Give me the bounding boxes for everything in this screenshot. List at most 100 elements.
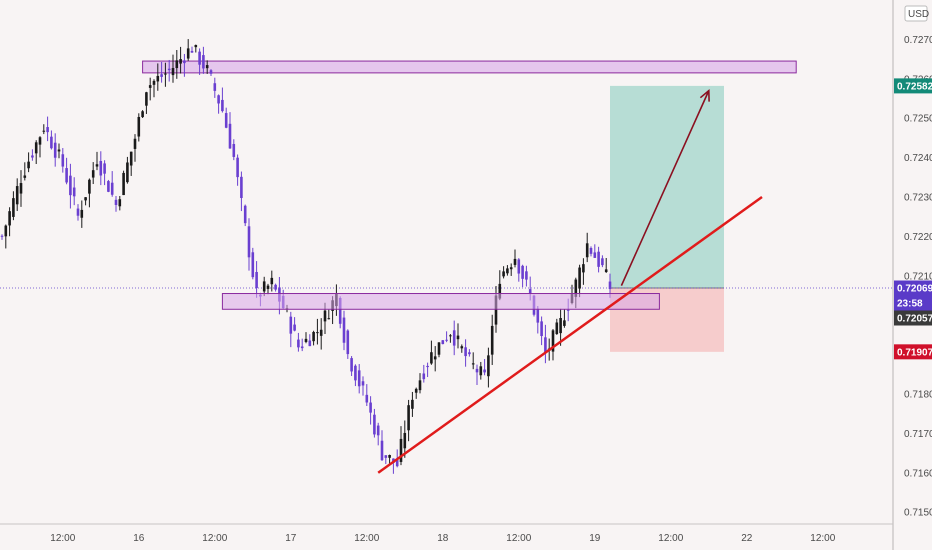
candle-body xyxy=(240,176,243,199)
currency-label: USD xyxy=(908,9,929,20)
candle-body xyxy=(376,425,380,436)
profit-zone[interactable] xyxy=(610,85,724,289)
candle-body xyxy=(217,95,220,104)
candle-body xyxy=(608,281,612,290)
candle-body xyxy=(228,123,232,149)
candle-body xyxy=(27,161,30,169)
candle-body xyxy=(452,330,456,346)
candle-body xyxy=(566,309,570,311)
candle-body xyxy=(293,324,296,331)
candle-body xyxy=(107,181,110,192)
candle-body xyxy=(61,154,65,167)
candle-body xyxy=(369,402,372,413)
resistance-zone[interactable] xyxy=(142,60,797,74)
candle-body xyxy=(601,258,604,266)
candle-body xyxy=(502,271,505,277)
candle-body xyxy=(407,405,410,431)
candle-body xyxy=(12,198,15,217)
candle-body xyxy=(426,365,429,368)
candle-body xyxy=(597,251,600,267)
candle-body xyxy=(574,279,578,297)
candle-body xyxy=(490,325,494,355)
candle-body xyxy=(544,337,547,354)
stop-price-badge xyxy=(894,344,932,360)
candle-body xyxy=(118,199,122,207)
candle-body xyxy=(380,440,384,461)
candle-body xyxy=(422,373,426,380)
support-zone[interactable] xyxy=(221,293,660,310)
trendline[interactable] xyxy=(377,195,763,474)
currency-badge[interactable] xyxy=(904,5,928,22)
candle-body xyxy=(517,259,521,274)
candle-body xyxy=(232,144,236,157)
candle-body xyxy=(175,60,179,69)
candle-body xyxy=(487,355,490,377)
candle-body xyxy=(243,205,247,224)
candle-body xyxy=(76,208,80,216)
last-price-badge-text: 0.72069 xyxy=(897,284,932,295)
candle-body xyxy=(190,50,194,53)
candle-body xyxy=(456,335,460,340)
target-arrow-head xyxy=(699,88,710,102)
candle-body xyxy=(80,209,84,218)
candle-body xyxy=(274,284,277,290)
time-tick-label: 17 xyxy=(285,533,297,544)
candle-body xyxy=(513,258,517,265)
target-arrow[interactable] xyxy=(620,90,710,286)
candle-body xyxy=(114,199,118,205)
candle-body xyxy=(445,339,448,341)
time-tick-label: 18 xyxy=(437,533,449,544)
candle-body xyxy=(528,289,532,294)
candle-body xyxy=(133,138,137,149)
candle-body xyxy=(42,130,46,132)
candle-body xyxy=(357,370,361,387)
candle-body xyxy=(122,172,125,196)
candle-body xyxy=(31,155,34,158)
candle-body xyxy=(209,70,213,74)
candle-body xyxy=(365,394,369,403)
candle-body xyxy=(164,73,167,75)
candle-body xyxy=(19,183,23,194)
time-tick-label: 12:00 xyxy=(202,533,227,544)
candle-body xyxy=(585,243,589,258)
candle-body xyxy=(46,127,49,133)
candle-body xyxy=(129,151,133,166)
candle-body xyxy=(403,432,407,449)
candle-body xyxy=(160,74,163,77)
time-tick-label: 12:00 xyxy=(506,533,531,544)
candle-body xyxy=(69,175,72,196)
candle-body xyxy=(399,438,403,462)
candle-body xyxy=(319,329,323,336)
candle-body xyxy=(179,59,182,64)
candle-body xyxy=(202,55,205,69)
candle-body xyxy=(99,160,103,176)
price-tick-label: 0.71500 xyxy=(904,508,932,519)
candle-body xyxy=(316,332,319,334)
time-tick-label: 12:00 xyxy=(50,533,75,544)
candle-body xyxy=(388,455,391,458)
candle-body xyxy=(312,331,315,342)
candle-body xyxy=(65,168,68,183)
candle-body xyxy=(471,363,475,365)
candle-body xyxy=(103,163,106,174)
candle-body xyxy=(141,111,144,118)
candle-body xyxy=(604,269,608,273)
candle-body xyxy=(437,342,441,355)
target-price-badge xyxy=(894,78,932,94)
candle-body xyxy=(289,316,293,334)
candle-body xyxy=(145,92,148,106)
candle-body xyxy=(137,116,141,137)
candle-body xyxy=(395,459,399,467)
target-price-badge-text: 0.72582 xyxy=(897,81,932,92)
entry-price-badge-text: 0.72057 xyxy=(897,314,932,325)
last-price-badge xyxy=(894,280,932,296)
candle-body xyxy=(88,179,91,194)
candle-body xyxy=(373,414,376,435)
